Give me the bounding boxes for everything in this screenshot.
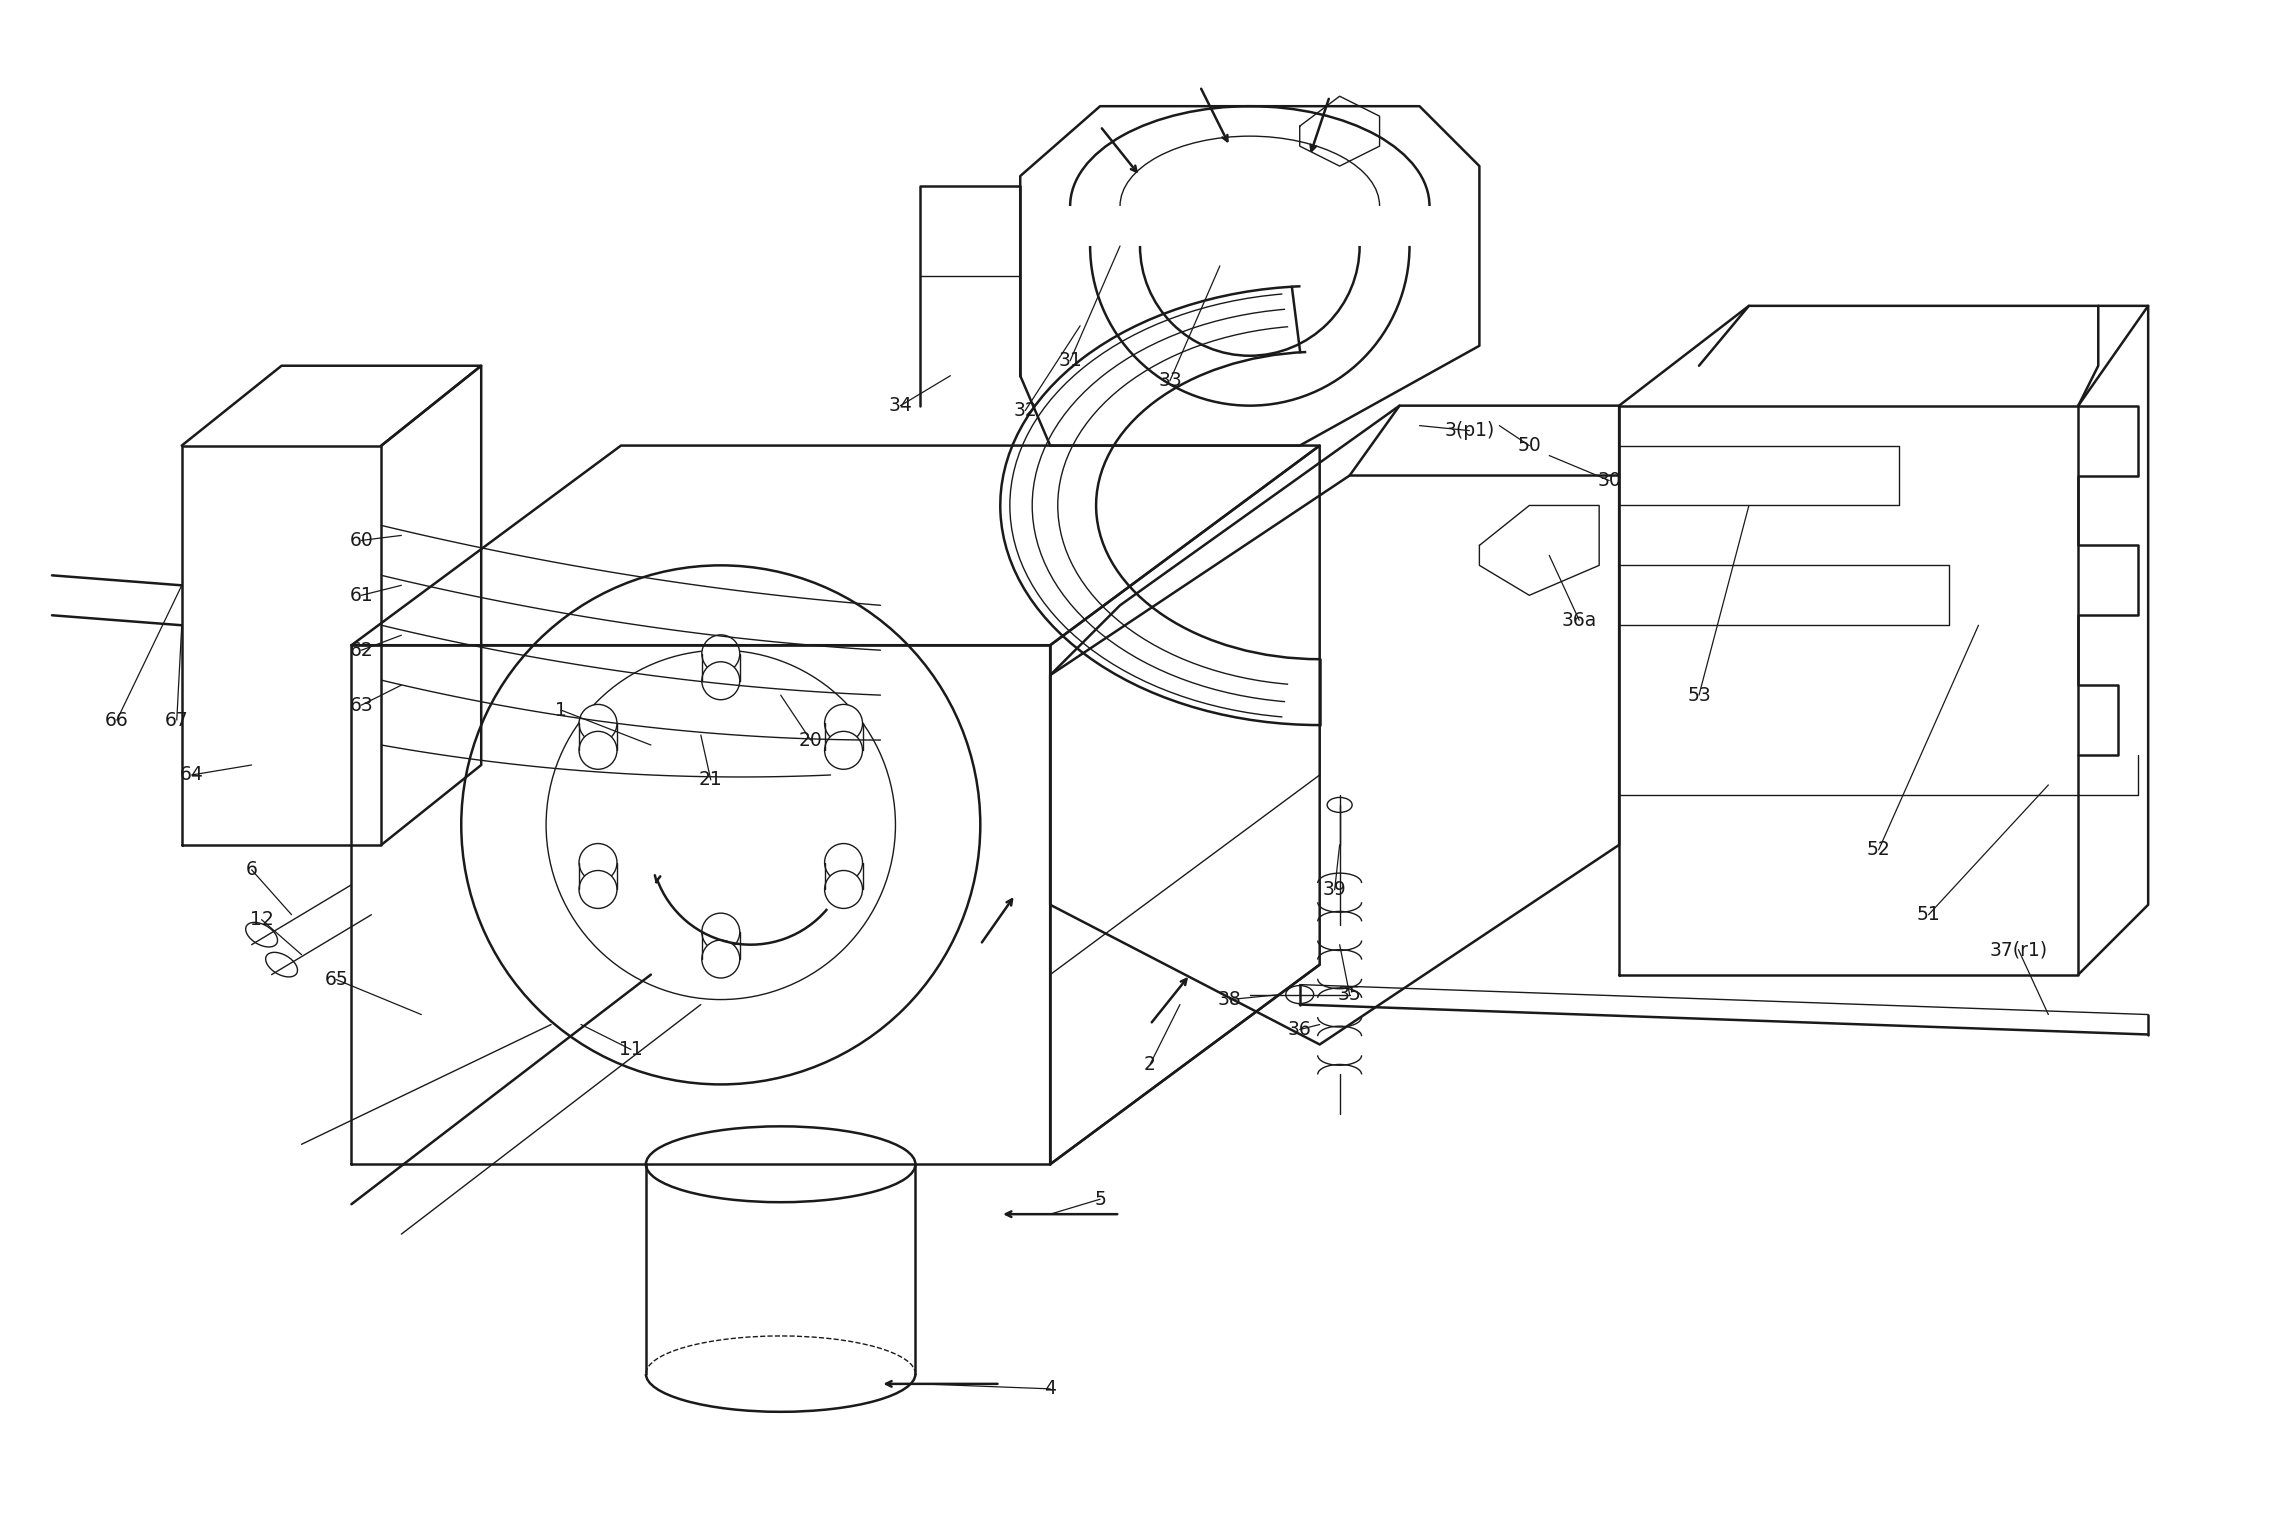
Text: 12: 12 — [250, 910, 273, 929]
Text: 3(p1): 3(p1) — [1444, 421, 1494, 441]
Ellipse shape — [824, 705, 863, 743]
Text: 6: 6 — [246, 860, 257, 880]
Text: 30: 30 — [1597, 471, 1620, 490]
Text: 4: 4 — [1044, 1379, 1056, 1398]
Text: 51: 51 — [1916, 906, 1942, 924]
Ellipse shape — [1327, 798, 1352, 813]
Ellipse shape — [824, 843, 863, 881]
Text: 60: 60 — [349, 531, 374, 551]
Text: 53: 53 — [1687, 686, 1710, 705]
Ellipse shape — [266, 952, 298, 978]
Ellipse shape — [702, 662, 739, 700]
Ellipse shape — [824, 732, 863, 769]
Ellipse shape — [702, 913, 739, 952]
Text: 65: 65 — [324, 970, 349, 990]
Text: 36a: 36a — [1561, 610, 1597, 630]
Text: 52: 52 — [1866, 840, 1891, 860]
Text: 36: 36 — [1287, 1020, 1313, 1039]
Ellipse shape — [578, 732, 617, 769]
Text: 20: 20 — [799, 730, 822, 750]
Text: 63: 63 — [349, 695, 374, 715]
Text: 5: 5 — [1095, 1190, 1106, 1209]
Text: 61: 61 — [349, 586, 374, 605]
Text: 21: 21 — [700, 770, 723, 790]
Text: 33: 33 — [1159, 371, 1182, 390]
Ellipse shape — [578, 705, 617, 743]
Ellipse shape — [246, 923, 278, 947]
Text: 35: 35 — [1338, 985, 1361, 1003]
Text: 64: 64 — [179, 766, 204, 784]
Text: 38: 38 — [1219, 990, 1242, 1010]
Ellipse shape — [1285, 985, 1313, 1003]
Text: 66: 66 — [106, 711, 129, 729]
Text: 31: 31 — [1058, 351, 1081, 371]
Text: 50: 50 — [1517, 436, 1542, 454]
Ellipse shape — [702, 939, 739, 978]
Ellipse shape — [824, 871, 863, 909]
Text: 1: 1 — [555, 700, 567, 720]
Ellipse shape — [702, 634, 739, 673]
Ellipse shape — [578, 843, 617, 881]
Text: 37(r1): 37(r1) — [1990, 939, 2047, 959]
Text: 67: 67 — [165, 711, 188, 729]
Text: 11: 11 — [620, 1040, 643, 1058]
Text: 34: 34 — [888, 396, 913, 415]
Ellipse shape — [578, 871, 617, 909]
Text: 2: 2 — [1145, 1055, 1157, 1074]
Text: 39: 39 — [1322, 880, 1347, 900]
Text: 62: 62 — [349, 640, 374, 660]
Text: 32: 32 — [1014, 401, 1037, 421]
